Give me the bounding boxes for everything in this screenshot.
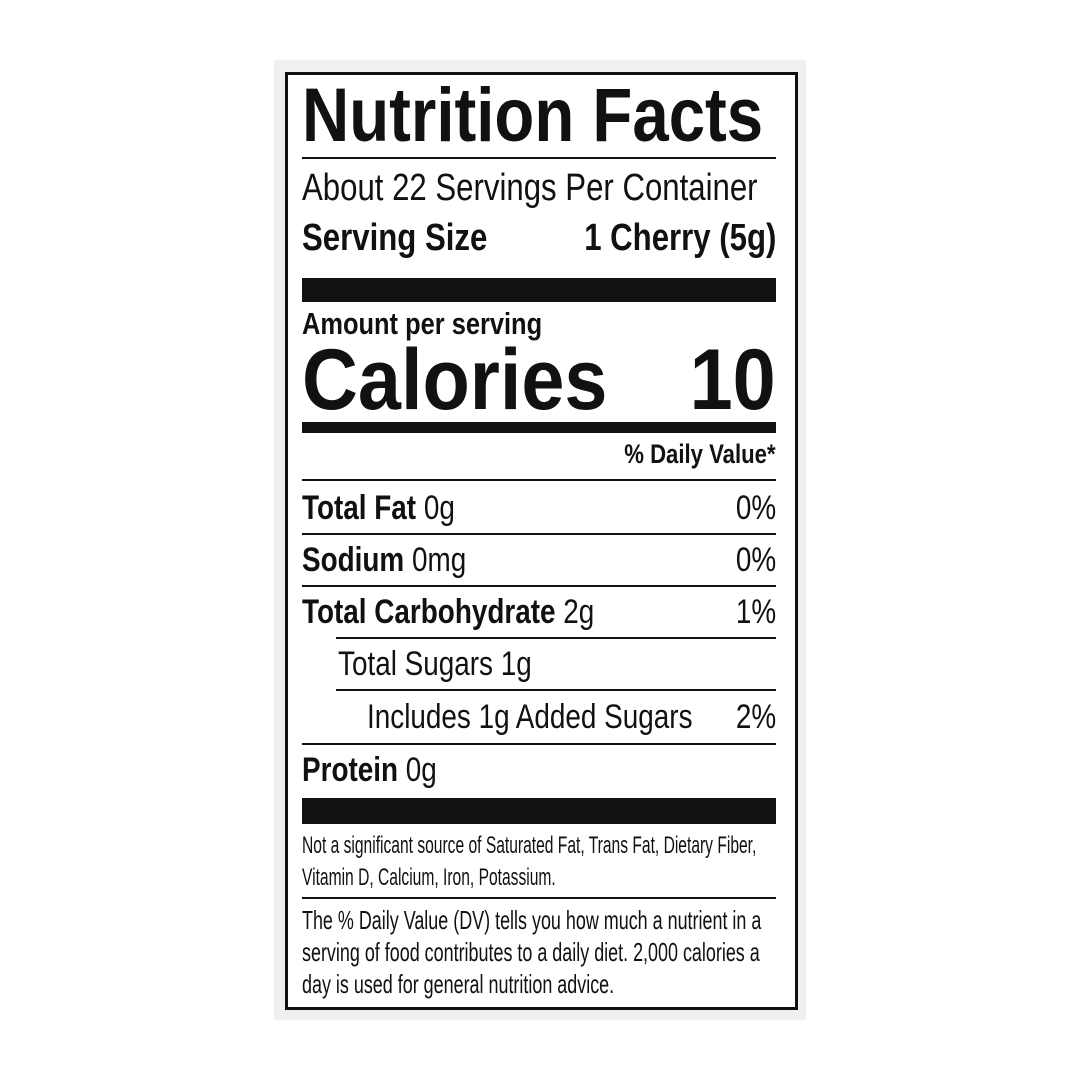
- daily-value-footnote: The % Daily Value (DV) tells you how muc…: [302, 905, 762, 999]
- divider: [302, 897, 776, 899]
- nutrient-row-total-sugars: Total Sugars 1g: [338, 645, 532, 683]
- not-significant-note: Not a significant source of Saturated Fa…: [302, 832, 757, 891]
- label-title: Nutrition Facts: [302, 73, 764, 158]
- nutrient-row-sodium: Sodium 0mg 0%: [302, 541, 776, 579]
- calories: Calories 10: [302, 332, 776, 428]
- thick-divider: [302, 278, 776, 302]
- nutrient-row-protein: Protein 0g: [302, 751, 437, 789]
- daily-value-header: % Daily Value*: [624, 439, 776, 469]
- nutrient-row-total-fat: Total Fat 0g 0%: [302, 489, 776, 527]
- serving-size: Serving Size 1 Cherry (5g): [302, 217, 776, 259]
- divider: [336, 637, 776, 639]
- divider: [302, 479, 776, 481]
- divider: [302, 585, 776, 587]
- servings-per-container: About 22 Servings Per Container: [302, 167, 758, 209]
- divider: [302, 743, 776, 745]
- thick-divider: [302, 798, 776, 824]
- nutrient-row-added-sugars: Includes 1g Added Sugars 2%: [367, 698, 776, 736]
- divider: [336, 689, 776, 691]
- amount-per-serving: Amount per serving: [302, 306, 543, 341]
- nutrient-row-carbohydrate: Total Carbohydrate 2g 1%: [302, 593, 776, 631]
- divider: [302, 533, 776, 535]
- thick-divider: [302, 422, 776, 433]
- nutrition-label: [285, 72, 798, 1010]
- divider: [302, 157, 776, 159]
